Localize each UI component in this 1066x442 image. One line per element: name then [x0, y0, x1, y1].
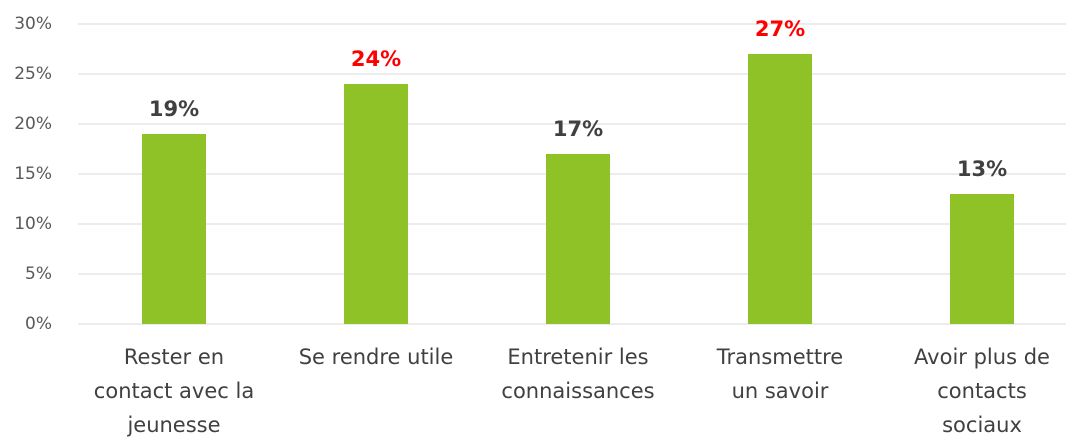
- x-tick-label: Avoir plus de: [914, 345, 1050, 369]
- y-tick-label: 25%: [14, 64, 52, 84]
- x-tick-label: contacts: [937, 379, 1027, 403]
- bar: [950, 194, 1014, 324]
- y-tick-label: 5%: [25, 264, 52, 284]
- value-label: 24%: [351, 47, 401, 71]
- bar: [748, 54, 812, 324]
- x-tick-label: Entretenir les: [507, 345, 648, 369]
- x-tick-label: jeunesse: [126, 413, 220, 437]
- x-tick-label: contact avec la: [94, 379, 254, 403]
- bar: [344, 84, 408, 324]
- x-tick-label: Rester en: [124, 345, 224, 369]
- x-tick-label: un savoir: [732, 379, 829, 403]
- value-label: 13%: [957, 157, 1007, 181]
- y-tick-label: 30%: [14, 14, 52, 34]
- x-tick-label: sociaux: [942, 413, 1022, 437]
- y-tick-label: 10%: [14, 214, 52, 234]
- bar: [546, 154, 610, 324]
- y-tick-label: 20%: [14, 114, 52, 134]
- x-tick-label: Se rendre utile: [299, 345, 454, 369]
- x-tick-label: Transmettre: [716, 345, 843, 369]
- y-tick-label: 15%: [14, 164, 52, 184]
- value-label: 17%: [553, 117, 603, 141]
- x-tick-label: connaissances: [501, 379, 654, 403]
- value-label: 27%: [755, 17, 805, 41]
- bar: [142, 134, 206, 324]
- value-label: 19%: [149, 97, 199, 121]
- y-tick-label: 0%: [25, 314, 52, 334]
